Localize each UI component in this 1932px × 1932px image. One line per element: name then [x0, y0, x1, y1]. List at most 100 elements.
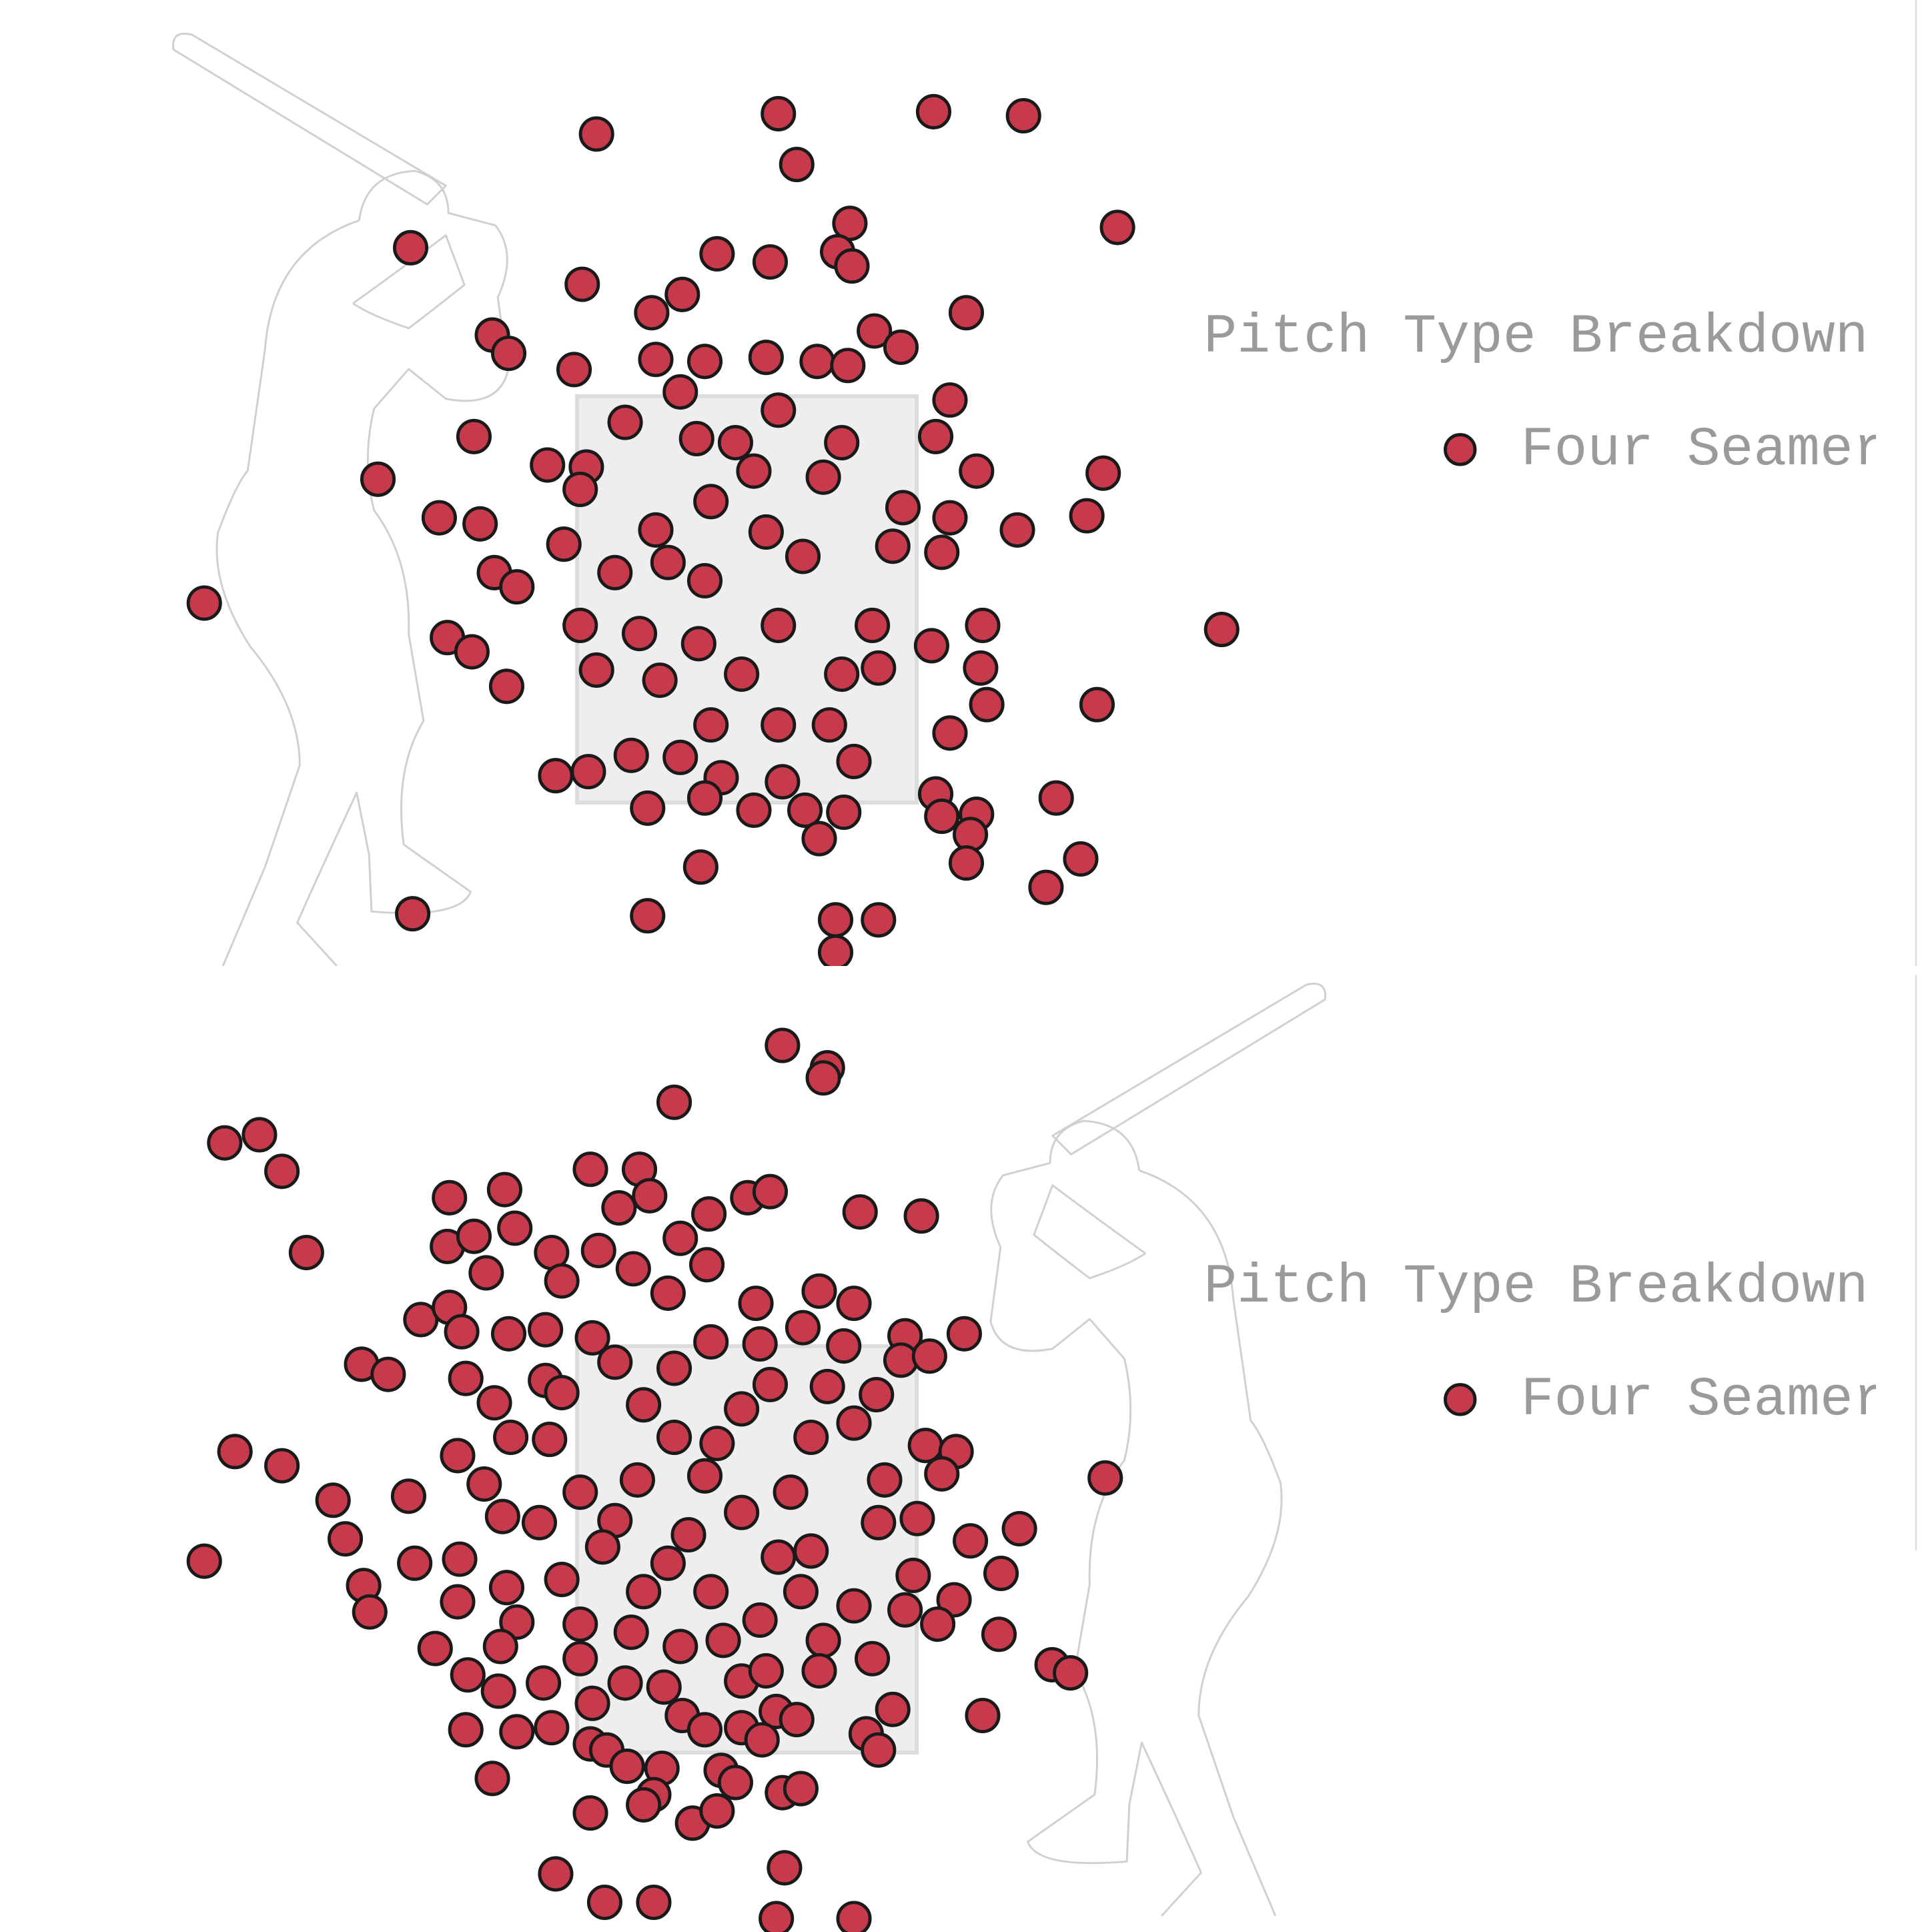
pitch-point: [613, 737, 649, 773]
pitch-point: [486, 1171, 522, 1208]
pitch-point: [570, 754, 606, 790]
pitch-point: [705, 1622, 741, 1658]
pitch-point: [572, 1795, 608, 1831]
pitch-point: [965, 1697, 1001, 1734]
batter-silhouette: [989, 983, 1326, 1917]
pitch-point: [824, 656, 860, 692]
pitch-point: [724, 1494, 760, 1530]
pitch-point: [544, 1562, 580, 1598]
pitch-point: [662, 1628, 698, 1664]
pitch-point: [752, 1173, 789, 1210]
pitch-point: [186, 1543, 222, 1579]
pitch-point: [462, 506, 498, 542]
pitch-point: [242, 1117, 278, 1153]
pitch-point: [615, 1251, 651, 1287]
pitch-point: [787, 792, 823, 828]
pitch-point: [736, 453, 772, 489]
pitch-point: [397, 1545, 433, 1581]
pitch-point: [1005, 97, 1041, 134]
pitch-point: [544, 1374, 580, 1411]
pitch-point: [264, 1448, 300, 1484]
pitch-point: [773, 1474, 809, 1510]
chart-panel: Four Seamer Pitch Type Breakdown: [172, 0, 1917, 966]
pitch-point: [497, 1210, 533, 1246]
pitch-point: [699, 1426, 735, 1462]
pitch-point: [948, 295, 985, 331]
pitch-point: [724, 1391, 760, 1427]
pitch-point: [444, 1314, 480, 1350]
pitch-point: [855, 1640, 891, 1676]
pitch-point: [805, 1622, 841, 1658]
pitch-point: [826, 1328, 862, 1364]
pitch-point: [875, 528, 911, 564]
pitch-point: [664, 276, 700, 312]
pitch-point: [963, 650, 999, 686]
pitch-point: [488, 1570, 524, 1606]
legend-title: Pitch Type Breakdown: [1203, 306, 1868, 368]
pitch-point: [799, 344, 835, 380]
pitch-point: [534, 1710, 570, 1746]
pitch-point: [634, 295, 670, 331]
legend-marker: [1444, 433, 1477, 466]
pitch-point: [650, 544, 686, 580]
pitch-point: [662, 739, 698, 775]
pitch-point: [717, 424, 753, 461]
pitch-point: [826, 794, 862, 831]
pitch-point: [913, 628, 949, 664]
pitch-point: [417, 1630, 453, 1666]
pitch-point: [686, 344, 723, 380]
pitch-point: [544, 1263, 580, 1299]
pitch-point: [793, 1419, 829, 1456]
pitch-point: [538, 1856, 574, 1892]
pitch-point: [456, 1218, 492, 1254]
pitch-point: [999, 512, 1035, 548]
pitch-point: [817, 934, 854, 966]
pitch-point: [686, 780, 723, 816]
pitch-point: [578, 116, 614, 152]
pitch-point: [969, 686, 1005, 722]
pitch-point: [948, 845, 985, 881]
pitch-point: [932, 500, 968, 536]
pitch-point: [490, 1316, 527, 1352]
pitch-point: [883, 1342, 919, 1378]
pitch-point: [693, 484, 729, 520]
pitch-point: [686, 562, 723, 599]
pitch-point: [761, 95, 797, 131]
pitch-point: [801, 821, 837, 857]
pitch-point: [562, 471, 598, 508]
pitch-point: [454, 634, 490, 670]
pitch-point: [911, 1338, 947, 1374]
pitch-point: [288, 1234, 324, 1271]
pitch-point: [842, 1194, 878, 1230]
pitch-point: [626, 1787, 662, 1823]
pitch-point: [817, 902, 854, 938]
pitch-point: [578, 652, 614, 688]
pitch-point: [572, 1151, 608, 1187]
pitch-point: [526, 1665, 562, 1701]
pitch-point: [875, 1691, 911, 1727]
pitch-point: [1069, 498, 1105, 534]
pitch-point: [742, 1602, 778, 1638]
pitch-point: [584, 1529, 620, 1565]
pitch-point: [562, 1606, 598, 1642]
pitch-point: [736, 792, 772, 828]
pitch-point: [450, 1657, 486, 1693]
pitch-point: [899, 1500, 935, 1536]
pitch-point: [857, 313, 893, 349]
pitch-point: [1085, 455, 1121, 491]
pitch-point: [946, 1316, 982, 1352]
pitch-point: [626, 1574, 662, 1610]
pitch-point: [861, 1732, 897, 1768]
pitch-point: [480, 1673, 516, 1709]
pitch-point: [761, 707, 797, 743]
pitch-point: [809, 1368, 845, 1404]
pitch-point: [217, 1434, 253, 1470]
pitch-point: [693, 1324, 729, 1360]
pitch-point: [421, 500, 457, 536]
pitch-point: [953, 1523, 989, 1559]
pitch-point: [761, 1539, 797, 1575]
pitch-point: [680, 626, 716, 662]
pitch-point: [607, 1665, 643, 1701]
pitch-point: [207, 1125, 243, 1161]
pitch-point: [442, 1541, 478, 1577]
